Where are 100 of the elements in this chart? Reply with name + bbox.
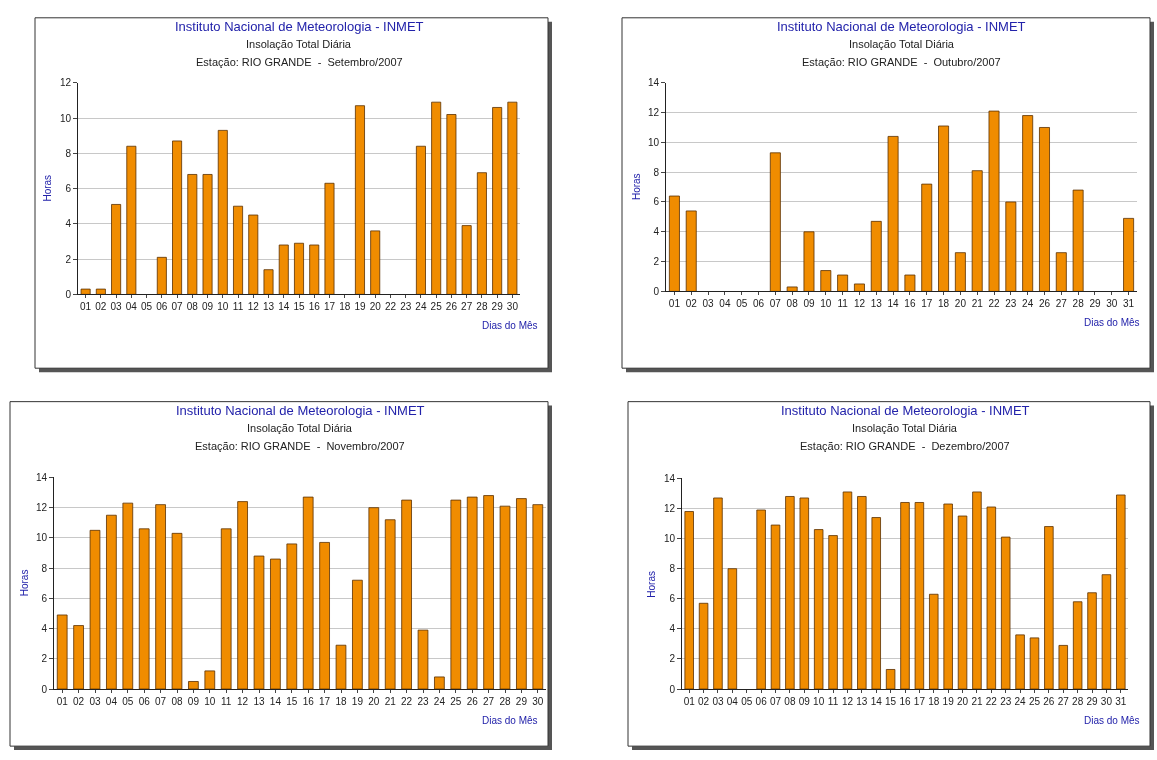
y-tick-label: 2 [65,253,72,265]
bar [1055,252,1067,292]
x-tick-label: 25 [450,696,462,708]
bar [401,499,412,690]
x-tick-label: 11 [827,696,839,708]
bar [756,509,766,690]
bar [278,244,289,295]
x-tick-label: 03 [89,696,101,708]
y-tick-label: 12 [35,502,48,514]
bar [111,204,122,295]
chart-title: Instituto Nacional de Meteorologia - INMET [176,403,425,418]
x-tick-label: 07 [769,696,782,708]
bar [253,555,265,690]
bar [80,288,91,295]
bar [384,519,396,690]
y-tick-label: 14 [647,77,660,89]
y-tick-label: 0 [653,285,660,297]
bar [828,535,838,690]
x-tick-label: 15 [293,301,305,313]
x-tick-label: 20 [954,298,967,310]
x-tick-label: 09 [803,298,815,310]
y-tick-label: 0 [41,683,48,695]
y-tick-label: 8 [653,166,660,178]
y-tick-label: 12 [663,503,676,515]
x-tick-label: 18 [928,696,940,708]
x-tick-label: 06 [138,696,151,708]
x-tick-label: 24 [433,696,446,708]
x-tick-label: 29 [1086,696,1099,708]
x-tick-label: 21 [971,298,984,310]
x-axis-title: Dias do Mês [482,320,538,331]
x-tick-label: 28 [1072,696,1084,708]
x-tick-label: 16 [904,298,916,310]
x-tick-label: 10 [217,301,229,313]
bar [988,110,1000,292]
x-tick-label: 26 [466,696,479,708]
bar [483,495,494,690]
bar [309,244,320,295]
x-tick-label: 09 [201,301,214,313]
bar [73,625,84,690]
x-tick-label: 20 [368,696,380,708]
x-tick-label: 08 [171,696,183,708]
x-tick-label: 04 [719,298,731,310]
x-tick-label: 25 [1028,696,1041,708]
x-tick-label: 10 [813,696,825,708]
bar [1058,645,1068,690]
bar [1087,592,1097,690]
x-tick-label: 23 [1005,298,1017,310]
x-tick-label: 01 [668,298,681,310]
y-tick-label: 2 [653,256,660,268]
x-tick-label: 12 [841,696,854,708]
bar [803,231,815,292]
bar [1039,127,1050,292]
x-tick-label: 05 [141,301,153,313]
y-tick-label: 10 [59,112,72,124]
bar [352,579,363,690]
y-tick-label: 2 [669,653,676,665]
bar [220,528,232,690]
x-tick-label: 13 [856,696,868,708]
x-tick-label: 22 [401,696,413,708]
bar [871,517,881,690]
x-tick-label: 02 [73,696,85,708]
x-tick-label: 22 [985,696,998,708]
bar [785,496,795,690]
x-tick-label: 09 [798,696,811,708]
x-tick-label: 22 [988,298,1001,310]
bar [434,676,445,690]
bar [813,529,824,690]
bar [217,129,228,295]
chart-title: Instituto Nacional de Meteorologia - INMET [781,403,1030,418]
x-tick-label: 25 [430,301,443,313]
bar [837,274,849,292]
x-tick-label: 30 [1100,696,1113,708]
x-tick-label: 11 [232,301,244,313]
bar [354,105,365,295]
bar [263,269,274,295]
x-tick-label: 01 [80,301,92,313]
bar [156,256,167,295]
bar [1015,634,1025,690]
x-tick-label: 04 [105,696,118,708]
y-tick-label: 0 [65,288,72,300]
x-tick-label: 27 [461,301,473,313]
bar [713,497,723,690]
x-tick-label: 02 [698,696,710,708]
bar [294,242,304,295]
x-tick-label: 23 [417,696,429,708]
bar [417,629,429,690]
bar [857,496,867,690]
bar [532,504,544,690]
x-tick-label: 19 [354,301,366,313]
y-tick-label: 4 [669,623,676,635]
y-tick-label: 6 [65,183,72,195]
y-tick-label: 4 [41,623,48,635]
bar [1116,494,1126,690]
y-tick-label: 4 [653,226,660,238]
bar [842,491,853,690]
x-tick-label: 31 [1115,696,1127,708]
x-tick-label: 29 [1089,298,1101,310]
x-tick-label: 05 [122,696,134,708]
bar [106,514,117,690]
x-tick-label: 20 [956,696,969,708]
